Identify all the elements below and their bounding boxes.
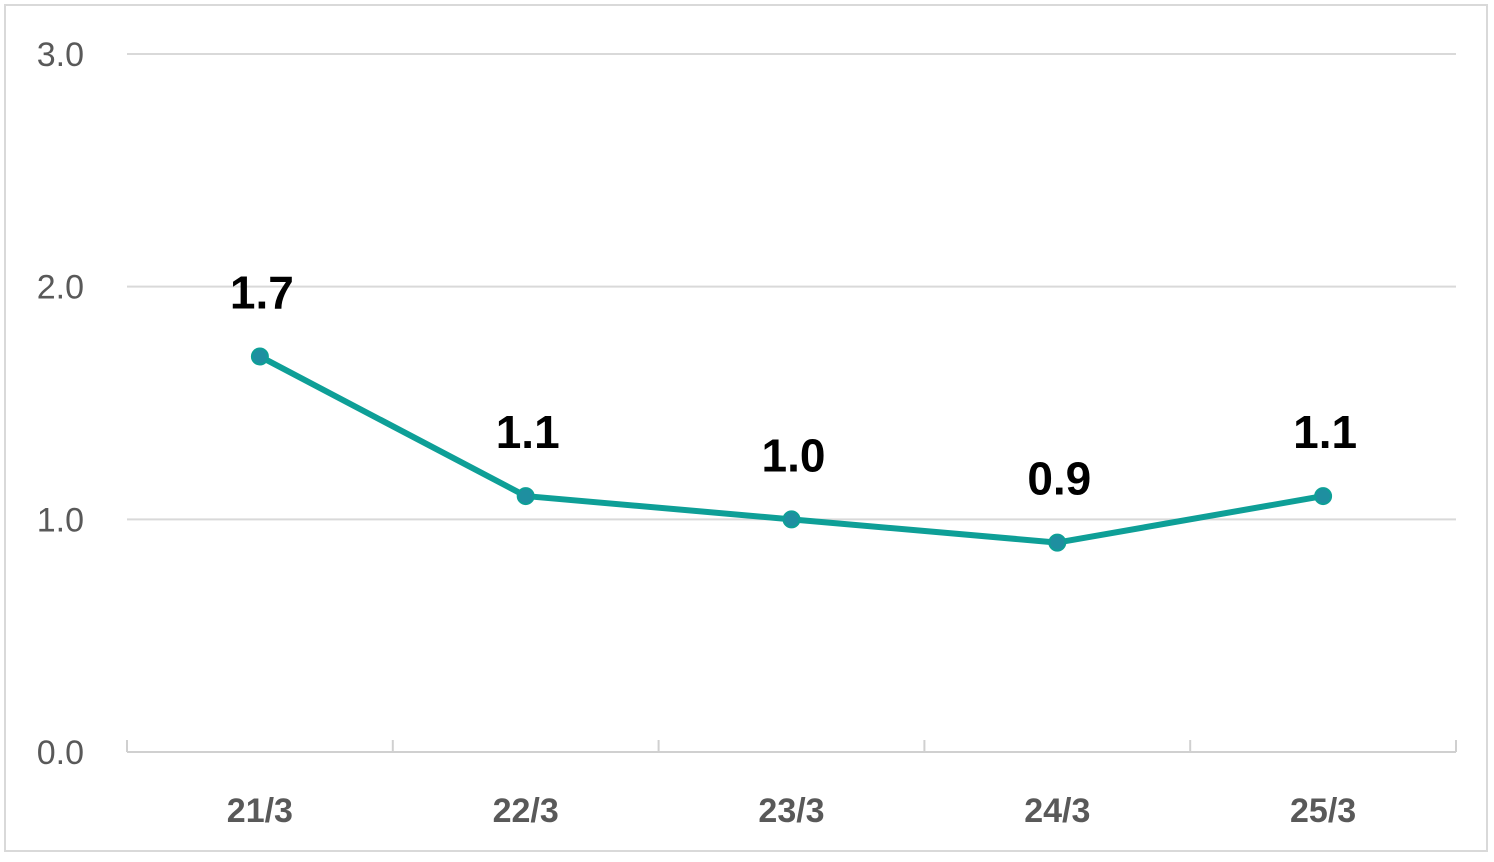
y-axis-ticks: 0.0 1.0 2.0 3.0 <box>37 36 84 772</box>
y-tick-label: 1.0 <box>37 501 84 539</box>
series-line-group <box>250 347 1333 552</box>
y-tick-label: 0.0 <box>37 734 84 772</box>
x-tick-label: 22/3 <box>493 792 559 830</box>
data-label: 1.0 <box>762 429 826 481</box>
data-label: 1.7 <box>230 266 294 318</box>
line-chart: 0.0 1.0 2.0 3.0 21/3 22/3 23/3 24/3 25/3… <box>37 36 1457 830</box>
data-label: 0.9 <box>1027 453 1091 505</box>
data-point <box>1048 533 1067 552</box>
data-point <box>516 487 535 506</box>
data-point <box>782 510 801 529</box>
x-axis <box>126 740 1457 753</box>
y-tick-label: 3.0 <box>37 36 84 74</box>
data-label: 1.1 <box>496 406 560 458</box>
x-tick-label: 25/3 <box>1290 792 1356 830</box>
data-point <box>1314 487 1333 506</box>
x-tick-label: 23/3 <box>758 792 824 830</box>
data-label: 1.1 <box>1293 406 1357 458</box>
x-tick-label: 24/3 <box>1024 792 1090 830</box>
y-tick-label: 2.0 <box>37 269 84 307</box>
data-labels: 1.7 1.1 1.0 0.9 1.1 <box>230 266 1357 504</box>
data-point <box>250 347 269 366</box>
x-tick-label: 21/3 <box>227 792 293 830</box>
x-axis-ticks: 21/3 22/3 23/3 24/3 25/3 <box>227 792 1356 830</box>
chart-frame: 0.0 1.0 2.0 3.0 21/3 22/3 23/3 24/3 25/3… <box>4 4 1488 852</box>
